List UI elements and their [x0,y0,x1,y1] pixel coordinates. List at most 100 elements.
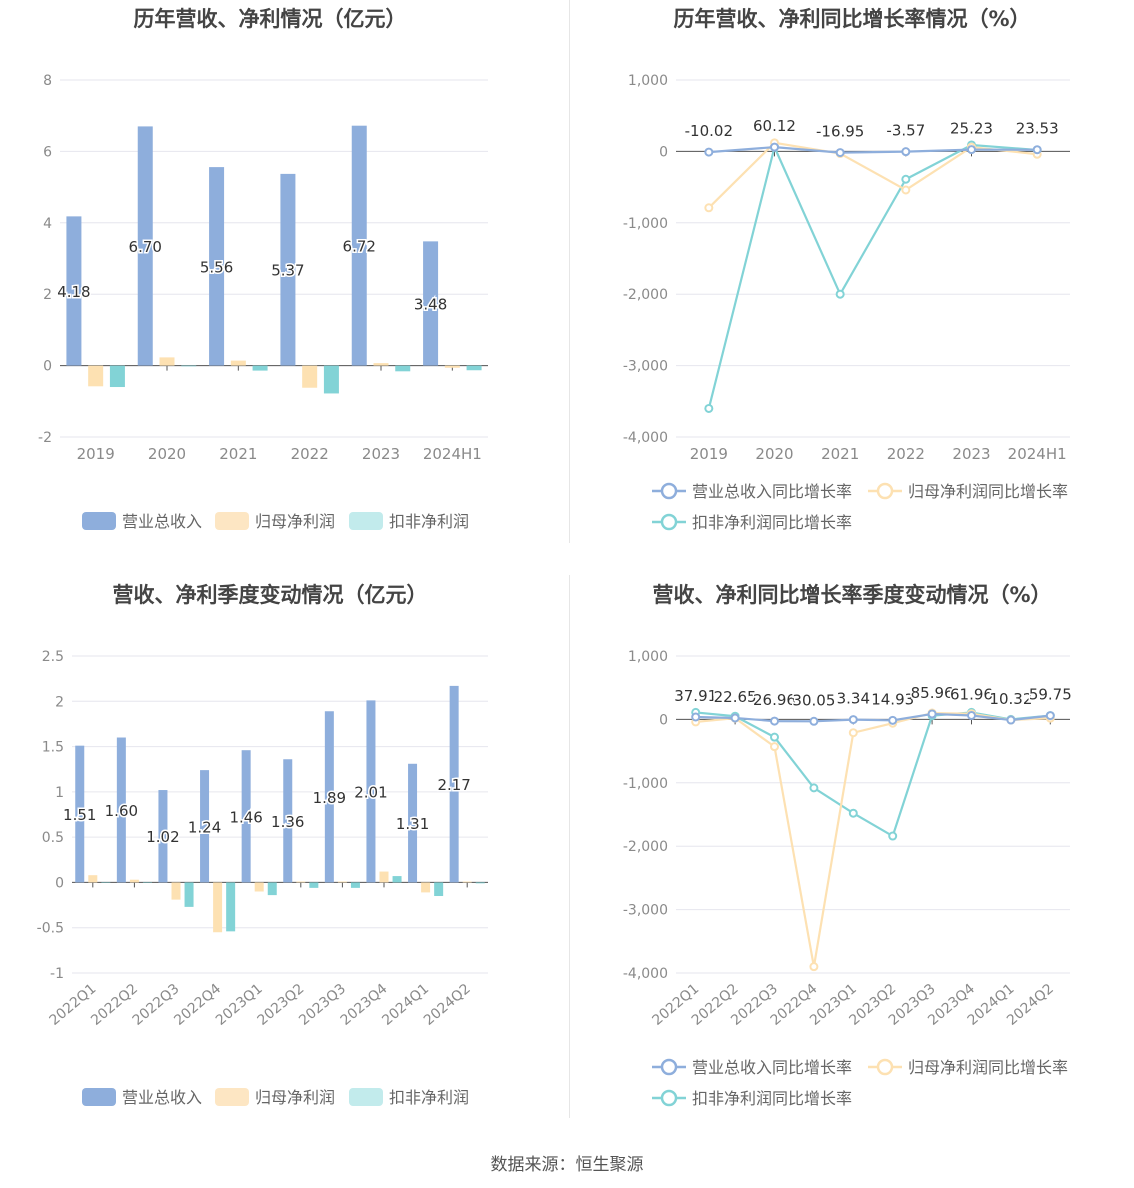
source-note: 数据来源：恒生聚源 [490,1155,644,1175]
legend-swatch [82,512,116,530]
bar-net-profit [379,871,389,883]
bar-revenue [75,745,85,883]
bar-data-label: 6.70 [129,238,162,256]
bar-revenue [280,173,296,366]
bar-data-label: 1.89 [313,789,346,807]
bar-deducted-profit [252,365,268,371]
bar-revenue [351,125,367,366]
y-tick-label: -2,000 [623,839,668,855]
y-tick-label: 8 [43,73,52,89]
point-revenue-growth [1032,145,1042,155]
point-deducted-profit-growth [770,732,779,742]
line-revenue-growth [708,146,1038,154]
line-data-label: 3.34 [837,690,870,708]
bar-deducted-profit [181,365,197,367]
line-data-label: 26.96 [753,691,796,709]
bar-deducted-profit [395,365,411,372]
point-net-profit-growth [848,728,858,738]
legend-label: 归母净利润同比增长率 [908,482,1068,501]
chart-title: 历年营收、净利情况（亿元） [134,7,407,31]
y-tick-label: 6 [43,144,52,160]
bar-net-profit [88,875,98,883]
bar-net-profit [302,365,318,388]
line-data-label: 37.91 [674,687,717,705]
chart-panel-1: 历年营收、净利情况（亿元） 8 6 4 2 0 -2 2019 2020 2021 2022 2023… [38,7,488,531]
bar-revenue [449,685,459,883]
x-tick-label: 2023 [362,445,400,463]
y-tick-label: -3,000 [623,903,668,919]
point-net-profit-growth [809,962,819,972]
bar-net-profit [462,881,472,883]
line-data-label: 59.75 [1029,686,1072,704]
bar-deducted-profit [323,365,339,394]
point-revenue-growth [848,715,858,725]
bar-net-profit [213,882,223,933]
line-deducted-profit-growth [707,143,1038,409]
bar-net-profit [337,881,347,883]
x-tick-label: 2024H1 [1008,445,1067,463]
bar-deducted-profit [475,882,485,884]
line-data-label: 85.96 [911,684,954,702]
line-net-profit-growth [708,141,1038,209]
point-revenue-growth [888,715,898,725]
y-tick-label: -1 [50,966,64,982]
line-data-label: 14.93 [871,690,914,708]
bar-net-profit [88,365,104,387]
bar-revenue [408,763,418,883]
bar-data-label: 2.01 [354,783,387,801]
y-tick-label: 0 [659,144,668,160]
line-deducted-profit-growth [695,711,1051,838]
point-revenue-growth [730,713,740,723]
y-tick-label: 2.5 [42,649,64,665]
y-tick-label: 0 [659,712,668,728]
legend-swatch-marker [660,482,678,500]
x-tick-label: 2020 [755,445,793,463]
line-data-label: 25.23 [950,120,993,138]
y-tick-label: 1,000 [628,73,668,89]
y-tick-label: 0 [55,875,64,891]
bar-deducted-profit [109,365,125,388]
point-revenue-growth [967,145,976,155]
bar-deducted-profit [466,365,482,371]
chart-title: 营收、净利季度变动情况（亿元） [113,583,428,607]
bar-data-label: 1.60 [105,802,138,820]
y-tick-label: -3,000 [623,359,668,375]
legend-label: 归母净利润 [255,512,335,531]
bar-net-profit [230,360,246,366]
bar-deducted-profit [350,882,360,888]
y-tick-label: 0 [43,359,52,375]
point-net-profit-growth [704,203,714,213]
bar-net-profit [171,882,181,900]
legend-label: 营业总收入 [122,512,202,531]
legend-swatch-marker [876,1058,894,1076]
legend-swatch-marker [660,513,678,531]
bar-net-profit [129,879,139,883]
point-deducted-profit-growth [704,403,714,413]
y-tick-label: -1,000 [623,216,668,232]
legend-label: 扣非净利润 [389,1088,469,1107]
legend-swatch [349,1088,383,1106]
y-tick-label: -0.5 [37,921,64,937]
legend-swatch [215,1088,249,1106]
point-revenue-growth [1045,711,1055,721]
bar-deducted-profit [434,882,444,897]
line-data-label: 10.32 [989,690,1032,708]
line-data-label: 61.96 [950,685,993,703]
x-tick-label: 2022 [887,445,925,463]
point-net-profit-growth [901,185,911,195]
legend-label: 营业总收入同比增长率 [692,482,852,501]
point-revenue-growth [967,710,976,720]
vertical-divider-top [569,0,570,543]
bar-revenue [137,126,153,366]
legend-swatch-marker [876,482,894,500]
x-tick-label: 2023 [952,445,990,463]
y-tick-label: 1 [55,785,64,801]
bar-net-profit [296,881,306,883]
line-data-label: 22.65 [714,688,757,706]
bar-data-label: 1.51 [63,806,96,824]
point-deducted-profit-growth [809,783,819,793]
line-net-profit-growth [695,711,1051,967]
bar-data-label: 1.02 [146,828,179,846]
bar-revenue [423,241,439,366]
legend-label: 归母净利润同比增长率 [908,1058,1068,1077]
